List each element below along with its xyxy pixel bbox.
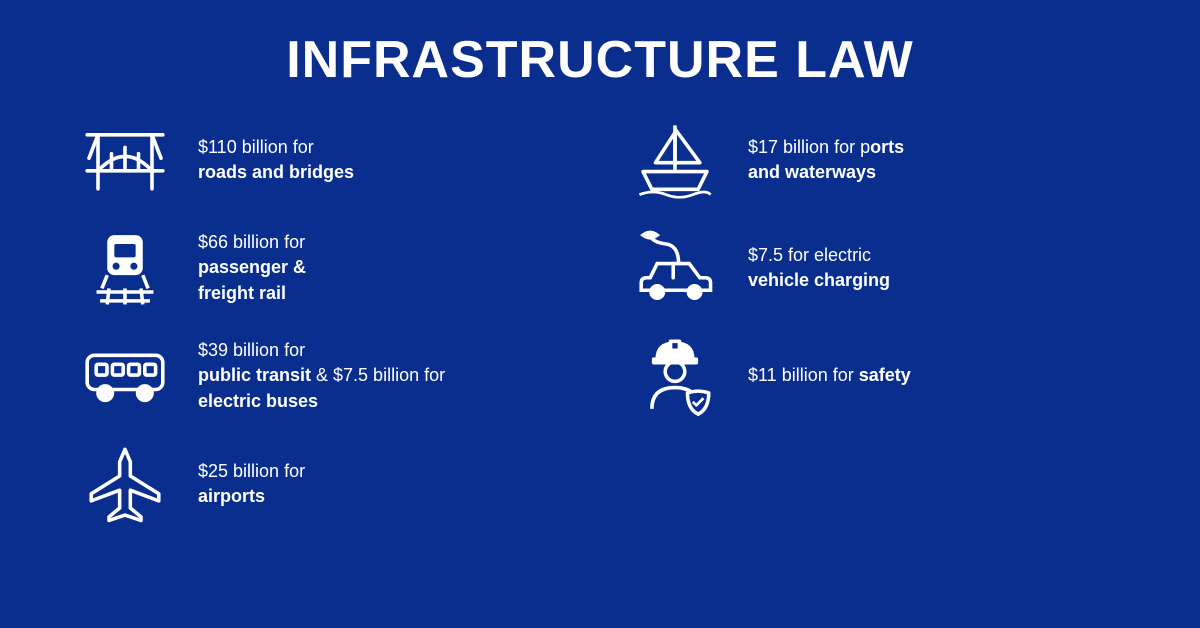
text-bold: electric buses (198, 391, 318, 411)
item-ev-charging: $7.5 for electric vehicle charging (630, 228, 1120, 308)
worker-icon (630, 336, 720, 416)
bridge-icon (80, 120, 170, 200)
text-bold: safety (859, 365, 911, 385)
text-bold: roads and bridges (198, 162, 354, 182)
item-text: $66 billion for passenger & freight rail (198, 230, 306, 306)
ev-car-icon (630, 228, 720, 308)
left-column: $110 billion for roads and bridges (80, 120, 570, 524)
airplane-icon (80, 444, 170, 524)
text-bold: freight rail (198, 283, 286, 303)
text-plain: $66 billion for (198, 232, 305, 252)
train-icon (80, 228, 170, 308)
text-plain: $110 billion for (198, 137, 314, 157)
item-text: $110 billion for roads and bridges (198, 135, 354, 185)
item-transit: $39 billion for public transit & $7.5 bi… (80, 336, 570, 416)
text-bold: vehicle charging (748, 270, 890, 290)
item-text: $39 billion for public transit & $7.5 bi… (198, 338, 445, 414)
sailboat-icon (630, 120, 720, 200)
item-text: $7.5 for electric vehicle charging (748, 243, 890, 293)
text-plain: $25 billion for (198, 461, 305, 481)
text-bold: passenger & (198, 257, 306, 277)
item-airports: $25 billion for airports (80, 444, 570, 524)
item-rail: $66 billion for passenger & freight rail (80, 228, 570, 308)
text-bold: public transit (198, 365, 311, 385)
item-text: $17 billion for ports and waterways (748, 135, 904, 185)
page-title: INFRASTRUCTURE LAW (80, 30, 1120, 90)
right-column: $17 billion for ports and waterways (630, 120, 1120, 524)
item-roads-bridges: $110 billion for roads and bridges (80, 120, 570, 200)
text-bold: orts (870, 137, 904, 157)
item-text: $25 billion for airports (198, 459, 305, 509)
text-plain: $11 billion for (748, 365, 859, 385)
text-bold: and waterways (748, 162, 876, 182)
text-plain: $39 billion for (198, 340, 305, 360)
text-plain: $7.5 for electric (748, 245, 871, 265)
text-bold: airports (198, 486, 265, 506)
bus-icon (80, 336, 170, 416)
item-safety: $11 billion for safety (630, 336, 1120, 416)
text-plain: $17 billion for p (748, 137, 870, 157)
infographic-grid: $110 billion for roads and bridges (80, 120, 1120, 524)
item-ports: $17 billion for ports and waterways (630, 120, 1120, 200)
text-plain: & $7.5 billion for (311, 365, 445, 385)
item-text: $11 billion for safety (748, 363, 911, 388)
